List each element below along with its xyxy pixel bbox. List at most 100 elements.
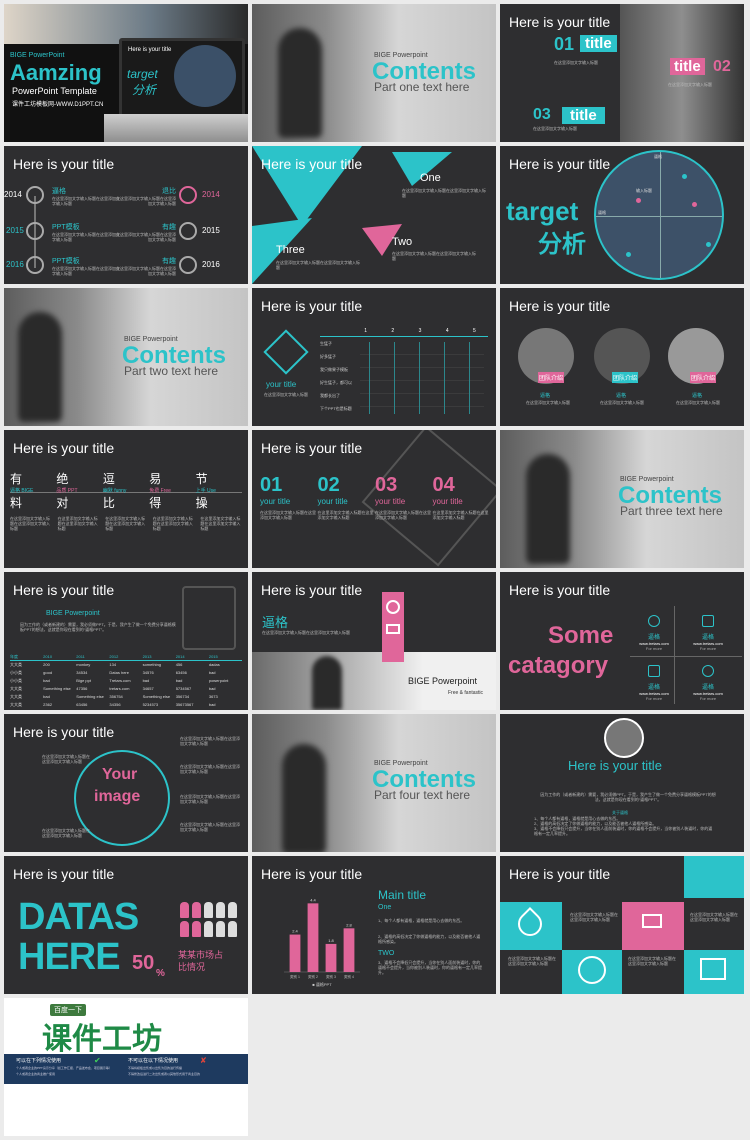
forbidden-text-2: 不得修改后进行二次出售或者以其他形式用于商业目的 xyxy=(128,1072,201,1076)
cell: 小小类 xyxy=(10,670,22,675)
slide-22-license[interactable]: 百度一下 课件工坊 可以在下列情况使用 ✔ 不可以在以下情况使用 ✘ 个人或者企… xyxy=(4,998,248,1136)
category-label-3: 类别 3 xyxy=(326,974,336,979)
table-row: 大大类 Something else 47356 tretars.com 34657 57… xyxy=(10,685,242,693)
slide-8-table[interactable]: Here is your title your title 在这里添加文字输入标… xyxy=(252,288,496,426)
layers-icon xyxy=(700,958,726,980)
body-4: 在这里添加文字输入标题在这里添加文字输入标题 xyxy=(628,956,676,966)
point xyxy=(682,174,687,179)
body-two: 在这里添加文字输入标题在这里添加文字输入标题 xyxy=(392,251,476,261)
row-label: 我都长出了 xyxy=(320,393,340,398)
category-label-2: 类别 2 xyxy=(308,974,318,979)
slide-title: Here is your title xyxy=(509,14,611,30)
slide-18-profile[interactable]: Here is your title 因为工作的（或者新建的）需要，我必须做PP… xyxy=(500,714,744,852)
slide-17-contents[interactable]: BIGE Powerpoint Contents Part four text … xyxy=(252,714,496,852)
feature-small: 幽默 funny xyxy=(102,488,127,494)
number-body: 在这里添加文字输入标题在这里添加文字输入标题 xyxy=(317,510,374,520)
cell: 63456 xyxy=(76,702,88,707)
table-row: 小小类 bad Bige ppt Tretars.com bad bad powerpoin… xyxy=(10,677,242,685)
percent-value: 50 xyxy=(132,952,155,974)
drop-icon xyxy=(386,600,400,614)
title-01: title xyxy=(580,35,617,52)
body-1: 在这里添加文字输入标题在这里添加文字输入标题 xyxy=(570,912,618,922)
bar-3 xyxy=(325,943,337,972)
cell: bad xyxy=(208,686,216,691)
slide-5-triangles[interactable]: Here is your title One 在这里添加文字输入标题在这里添加文… xyxy=(252,146,496,284)
slide-1-cover[interactable]: Here is your title target 分析 BIGE PowerP… xyxy=(4,4,248,142)
body-2: 在这里添加文字输入标题在这里添加文字输入标题 xyxy=(690,912,738,922)
grid-line-h xyxy=(630,656,742,657)
body-left-2: 在这里添加文字输入标题在这里添加文字输入标题 xyxy=(52,232,120,242)
slide-2-contents[interactable]: BIGE Powerpoint Contents Part one text h… xyxy=(252,4,496,142)
image-ring xyxy=(74,750,170,846)
slide-21-icon-grid[interactable]: Here is your title 在这里添加文字输入标题在这里添加文字输入标… xyxy=(500,856,744,994)
person-icon xyxy=(204,921,213,937)
slide-4-timeline[interactable]: Here is your title 2014 2015 2016 逼格 PPT… xyxy=(4,146,248,284)
body-left-1: 在这里添加文字输入标题在这里添加文字输入标题 xyxy=(52,196,120,206)
title-03: title xyxy=(562,107,605,124)
category-cell-4: 逼格 www.tretars.com For more xyxy=(688,664,728,701)
slide-14-photo-strip[interactable]: Here is your title 逼格 在这里添加文字输入标题在这里添加文字… xyxy=(252,572,496,710)
header-cell: 2011 xyxy=(76,654,85,659)
cell: tretars.com xyxy=(109,686,130,691)
slide-11-numbers[interactable]: Here is your title 01 your title 在这里添加文字… xyxy=(252,430,496,568)
cell-label: 逼格 xyxy=(647,635,660,641)
slide-10-features[interactable]: Here is your title 有 逼格 BIGE 料 绝 品质 PPT … xyxy=(4,430,248,568)
cell-label: 逼格 xyxy=(701,685,714,691)
axis-label-left: 逼格 xyxy=(598,210,606,215)
row-label: 好生猛子，都可以 xyxy=(320,380,352,385)
feature-5: 节 上手 Use 操 xyxy=(196,470,242,511)
target-word-cn: 分析 xyxy=(538,231,586,258)
slide-15-category[interactable]: Here is your title Some catagory 逼格 www.… xyxy=(500,572,744,710)
allowed-text-2: 个人或者企业的商业推广使用 xyxy=(16,1072,56,1076)
slide-title: Here is your title xyxy=(13,582,115,598)
slide-12-contents[interactable]: BIGE Powerpoint Contents Part three text… xyxy=(500,430,744,568)
divider-line xyxy=(10,492,242,493)
cell: 47356 xyxy=(76,686,88,691)
feature-big: 节 xyxy=(195,472,208,486)
body-right-4: 在这里添加文字输入标题在这里添加文字输入标题 xyxy=(180,822,240,832)
category-cell-2: 逼格 www.tretars.com For more xyxy=(688,614,728,651)
team-body-3: 在这里添加文字输入标题 xyxy=(676,400,720,405)
forbidden-text-1: 不得将模板出售或以出售为目的进行传播 xyxy=(128,1066,183,1070)
point-label: 输入标题 xyxy=(636,188,652,193)
table-brand: BIGE Powerpoint xyxy=(46,610,100,617)
feature-4: 易 免费 Free 得 xyxy=(149,470,195,511)
slide-7-contents[interactable]: BIGE Powerpoint Contents Part two text h… xyxy=(4,288,248,426)
slide-3-titles[interactable]: Here is your title 01 title 在这里添加文字输入标题 … xyxy=(500,4,744,142)
laptop-keyboard xyxy=(104,114,248,142)
contents-title: Contents xyxy=(122,342,226,369)
team-tag-2: 团队介绍 xyxy=(612,372,639,383)
cell: 大大类 xyxy=(10,702,22,707)
feature-2: 绝 品质 PPT 对 xyxy=(56,470,102,511)
drop-icon xyxy=(702,665,714,677)
cell-site: www.tretars.com xyxy=(693,641,723,646)
table-header: 年度 2010 2011 2012 2013 2014 2015 xyxy=(10,654,242,661)
slide-9-team[interactable]: Here is your title 团队介绍 团队介绍 团队介绍 逼格 逼格 … xyxy=(500,288,744,426)
cell-more: For more xyxy=(699,646,717,651)
section-body: 在这里添加文字输入标题在这里添加文字输入标题 xyxy=(262,630,350,635)
row-label: 我只做果子模板 xyxy=(320,367,348,372)
point xyxy=(692,202,697,207)
number-item-3: 03 your title 在这里添加文字输入标题在这里添加文字输入标题 xyxy=(375,474,433,520)
feature-small: 逼格 BIGE xyxy=(10,488,34,494)
slide-13-datatable[interactable]: Here is your title BIGE Powerpoint 因为工作的… xyxy=(4,572,248,710)
cell: 小小类 xyxy=(10,678,22,683)
slide-20-chart[interactable]: Here is your title 2.4 类别 1 4.4 类别 2 1.8 类别 3… xyxy=(252,856,496,994)
label-left-3: PPT模板 xyxy=(52,258,80,265)
cell: good xyxy=(43,670,53,675)
slide-19-datas[interactable]: Here is your title DATAS HERE 50 % 某某市场占… xyxy=(4,856,248,994)
market-label-2: 比情况 xyxy=(178,962,206,972)
cell: 34576 xyxy=(142,670,154,675)
cell: bad xyxy=(208,670,216,675)
feature-alt: 对 xyxy=(56,496,69,510)
cell: 5234573 xyxy=(142,702,159,707)
data-table: 年度 2010 2011 2012 2013 2014 2015 大大类 200 m… xyxy=(10,654,242,709)
slide-16-your-image[interactable]: Here is your title Your image 在这里添加文字输入标… xyxy=(4,714,248,852)
roller-icon xyxy=(386,624,400,634)
two-label: TWO xyxy=(378,950,395,957)
feature-big: 绝 xyxy=(56,472,69,486)
label-left-2: PPT模板 xyxy=(52,224,80,231)
slide-6-target[interactable]: 输入标题 逼格 逼格 Here is your title target 分析 xyxy=(500,146,744,284)
roller-icon xyxy=(642,914,662,928)
cell-site: www.tretars.com xyxy=(693,691,723,696)
